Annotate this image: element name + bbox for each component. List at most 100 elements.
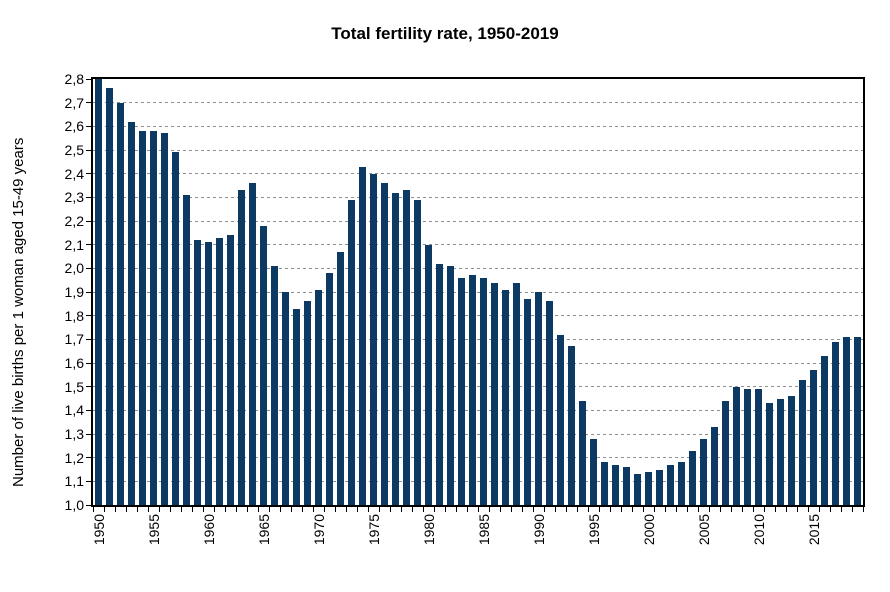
- gridline: [93, 244, 863, 246]
- x-tick: [147, 507, 149, 512]
- x-tick: [631, 507, 633, 512]
- y-tick: [86, 409, 91, 411]
- x-tick-label: 2015: [806, 514, 822, 554]
- x-tick: [840, 507, 842, 512]
- x-tick-label-text: 1990: [530, 514, 547, 546]
- x-tick: [136, 507, 138, 512]
- x-tick: [763, 507, 765, 512]
- y-tick: [86, 267, 91, 269]
- y-tick: [86, 102, 91, 104]
- bar: [117, 102, 124, 505]
- bar: [293, 308, 300, 505]
- bar: [579, 400, 586, 505]
- x-tick: [796, 507, 798, 512]
- bar: [755, 389, 762, 505]
- x-tick: [862, 507, 864, 512]
- bar: [315, 289, 322, 505]
- bar: [425, 244, 432, 505]
- x-tick: [356, 507, 358, 512]
- x-tick: [367, 507, 369, 512]
- x-tick: [521, 507, 523, 512]
- plot-area: [91, 77, 865, 507]
- x-tick: [345, 507, 347, 512]
- x-tick-label: 1990: [530, 514, 547, 554]
- x-tick-label: 1980: [421, 514, 437, 554]
- y-tick-label: 1,2: [64, 449, 84, 466]
- bar: [711, 426, 718, 505]
- y-tick: [86, 173, 91, 175]
- bar: [238, 190, 245, 505]
- y-tick-label: 2,2: [64, 213, 84, 229]
- x-tick: [92, 507, 94, 512]
- gridline: [93, 220, 863, 222]
- y-tick-label: 2,3: [64, 189, 84, 206]
- bar: [590, 438, 597, 505]
- x-tick: [697, 507, 699, 512]
- x-tick: [653, 507, 655, 512]
- bar: [436, 263, 443, 505]
- x-tick: [191, 507, 193, 512]
- y-tick-label: 2,1: [64, 236, 84, 253]
- bar: [282, 292, 289, 505]
- x-tick: [389, 507, 391, 512]
- bar: [843, 336, 850, 505]
- y-axis-title: Number of live births per 1 woman aged 1…: [10, 79, 27, 505]
- x-tick: [554, 507, 556, 512]
- bar: [216, 237, 223, 505]
- x-tick: [180, 507, 182, 512]
- x-tick: [576, 507, 578, 512]
- x-tick: [587, 507, 589, 512]
- x-tick: [202, 507, 204, 512]
- x-tick: [543, 507, 545, 512]
- x-tick: [499, 507, 501, 512]
- x-tick-label-text: 1965: [255, 514, 272, 546]
- x-tick: [664, 507, 666, 512]
- x-tick-label-text: 2005: [695, 514, 712, 546]
- gridline: [93, 386, 863, 388]
- x-tick-label: 1995: [586, 514, 602, 554]
- x-tick-label: 2005: [695, 514, 712, 554]
- x-tick-label: 1985: [475, 514, 492, 554]
- x-tick: [741, 507, 743, 512]
- x-tick: [829, 507, 831, 512]
- bar: [337, 251, 344, 505]
- x-tick-label-text: 1955: [145, 514, 162, 546]
- x-tick: [488, 507, 490, 512]
- x-tick: [686, 507, 688, 512]
- x-tick-label-text: 2010: [750, 514, 767, 546]
- bar: [480, 277, 487, 505]
- x-tick: [378, 507, 380, 512]
- y-tick-label: 2,5: [64, 142, 84, 158]
- gridline: [93, 362, 863, 364]
- bar: [623, 467, 630, 505]
- bar: [194, 239, 201, 505]
- x-tick-label-text: 2000: [640, 514, 657, 546]
- y-tick-label: 1,0: [64, 497, 84, 513]
- bar: [700, 438, 707, 505]
- gridline: [93, 338, 863, 340]
- y-tick-label: 2,0: [64, 260, 84, 277]
- x-tick: [598, 507, 600, 512]
- x-tick-label-text: 1985: [475, 514, 492, 546]
- bar: [348, 199, 355, 505]
- x-tick: [411, 507, 413, 512]
- bar: [161, 133, 168, 505]
- y-tick: [86, 244, 91, 246]
- bar: [150, 131, 157, 505]
- x-tick: [246, 507, 248, 512]
- x-tick: [312, 507, 314, 512]
- gridline: [93, 315, 863, 317]
- bar: [513, 282, 520, 505]
- bar: [777, 398, 784, 505]
- bar: [854, 336, 861, 505]
- x-tick: [268, 507, 270, 512]
- x-tick: [510, 507, 512, 512]
- x-tick: [169, 507, 171, 512]
- x-tick: [675, 507, 677, 512]
- x-tick: [565, 507, 567, 512]
- x-tick: [114, 507, 116, 512]
- bar: [370, 173, 377, 505]
- x-tick: [103, 507, 105, 512]
- bar: [414, 199, 421, 505]
- bar: [205, 242, 212, 505]
